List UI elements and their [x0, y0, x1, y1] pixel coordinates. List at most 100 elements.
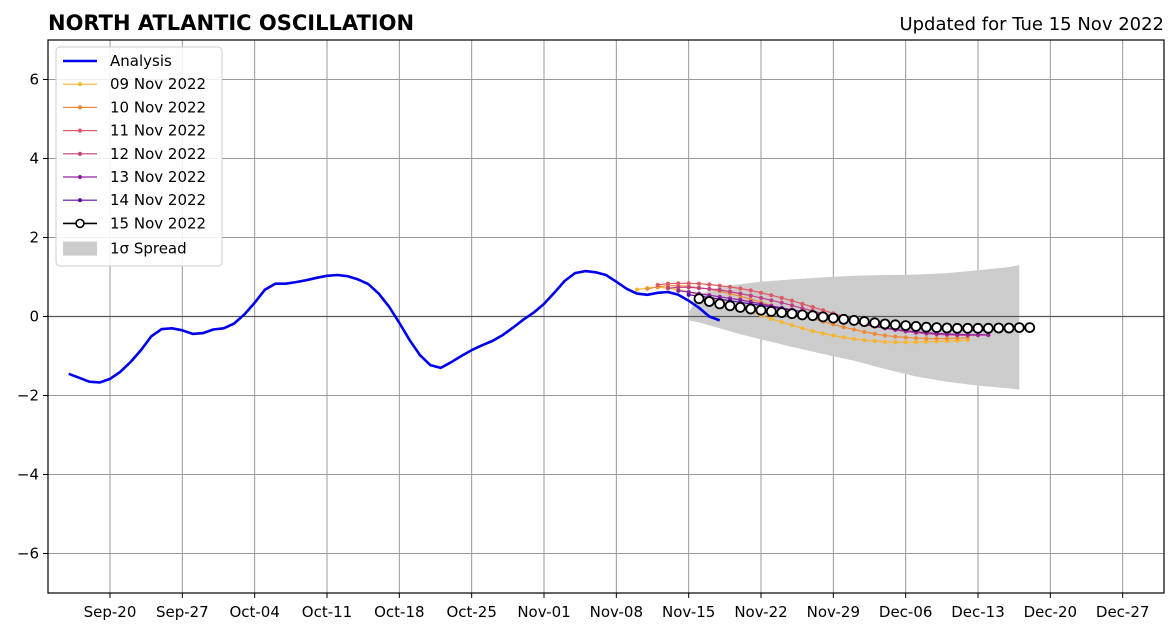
forecast-point — [714, 298, 726, 310]
forecast-point — [1024, 322, 1036, 334]
legend-label: 14 Nov 2022 — [110, 191, 206, 209]
forecast-point — [665, 281, 671, 286]
y-tick-label: −4 — [17, 466, 39, 484]
forecast-point — [717, 287, 722, 293]
forecast-point — [879, 318, 891, 330]
forecast-point — [900, 320, 912, 332]
legend-marker — [77, 105, 83, 110]
legend-swatch — [63, 241, 97, 256]
x-tick-label: Nov-22 — [734, 603, 787, 621]
x-tick-label: Nov-08 — [590, 603, 643, 621]
forecast-series — [693, 293, 1036, 334]
x-tick-label: Nov-29 — [807, 603, 860, 621]
forecast-point — [838, 313, 850, 325]
forecast-point — [931, 322, 943, 334]
forecast-point — [827, 312, 839, 324]
forecast-point — [789, 303, 795, 308]
legend-label: 15 Nov 2022 — [110, 214, 206, 232]
forecast-point — [913, 336, 919, 341]
forecast-point — [707, 286, 712, 291]
forecast-point — [882, 339, 888, 344]
forecast-point — [758, 290, 764, 295]
forecast-point — [655, 282, 660, 288]
axis-ticks: Sep-20 Sep-27 Oct-04 Oct-11 Oct-18 Oct-25 Nov-… — [17, 71, 1150, 622]
forecast-point — [872, 331, 877, 337]
forecast-point — [686, 292, 691, 297]
legend-marker — [75, 218, 85, 229]
forecast-point — [903, 340, 908, 345]
forecast-point — [789, 323, 795, 328]
forecast-point — [841, 325, 846, 330]
forecast-point — [779, 295, 784, 301]
forecast-point — [924, 336, 929, 341]
forecast-point — [693, 293, 705, 305]
forecast-point — [1013, 322, 1025, 334]
forecast-point — [982, 322, 994, 334]
x-tick-label: Nov-15 — [662, 603, 715, 621]
series-lines — [68, 269, 1036, 384]
forecast-point — [913, 340, 919, 345]
legend-label: Analysis — [110, 52, 172, 70]
forecast-point — [951, 322, 963, 334]
forecast-point — [769, 298, 774, 303]
y-tick-label: 2 — [29, 229, 39, 247]
forecast-point — [962, 322, 974, 334]
y-tick-label: 4 — [29, 150, 39, 168]
chart-subtitle: Updated for Tue 15 Nov 2022 — [899, 14, 1164, 35]
forecast-point — [779, 319, 784, 325]
forecast-point — [765, 305, 777, 317]
forecast-point — [738, 286, 743, 291]
forecast-point — [786, 308, 798, 320]
legend-label: 09 Nov 2022 — [110, 75, 206, 93]
forecast-point — [858, 316, 870, 328]
legend-label: 11 Nov 2022 — [110, 122, 206, 140]
forecast-point — [717, 283, 722, 288]
forecast-point — [734, 301, 746, 313]
x-tick-label: Oct-04 — [229, 603, 279, 621]
forecast-point — [810, 304, 815, 310]
legend-box — [55, 46, 223, 267]
legend-label: 10 Nov 2022 — [110, 98, 206, 116]
x-tick-label: Sep-20 — [84, 603, 137, 621]
forecast-point — [807, 310, 819, 322]
forecast-point — [748, 293, 753, 298]
forecast-point — [755, 304, 767, 316]
forecast-point — [800, 301, 805, 307]
forecast-point — [993, 322, 1005, 334]
series-analysis-line — [68, 269, 721, 384]
forecast-point — [686, 285, 691, 290]
legend-label: 13 Nov 2022 — [110, 168, 206, 186]
forecast-point — [882, 333, 888, 338]
y-tick-label: 6 — [29, 71, 39, 89]
forecast-point — [820, 308, 826, 313]
forecast-point — [862, 338, 867, 343]
y-tick-label: −6 — [17, 545, 39, 563]
forecast-point — [703, 296, 715, 307]
forecast-point — [872, 338, 877, 344]
forecast-point — [831, 333, 836, 338]
forecast-point — [910, 320, 922, 332]
forecast-point — [727, 284, 733, 290]
forecast-point — [707, 282, 712, 287]
x-tick-label: Dec-27 — [1096, 603, 1150, 621]
forecast-point — [851, 327, 857, 332]
forecast-point — [972, 322, 984, 334]
forecast-point — [934, 336, 939, 341]
forecast-point — [748, 288, 753, 293]
forecast-point — [800, 306, 805, 311]
forecast-point — [893, 340, 898, 345]
forecast-point — [893, 334, 898, 339]
forecast-point — [889, 319, 901, 331]
forecast-point — [758, 295, 764, 301]
forecast-point — [796, 309, 808, 321]
forecast-point — [800, 326, 805, 331]
forecast-point — [848, 314, 860, 326]
forecast-point — [676, 281, 681, 286]
forecast-point — [727, 289, 733, 294]
legend-label: 12 Nov 2022 — [110, 145, 206, 163]
forecast-point — [920, 321, 932, 333]
forecast-point — [810, 329, 815, 334]
x-tick-label: Dec-06 — [879, 603, 933, 621]
forecast-point — [645, 286, 650, 291]
x-tick-label: Dec-20 — [1024, 603, 1078, 621]
